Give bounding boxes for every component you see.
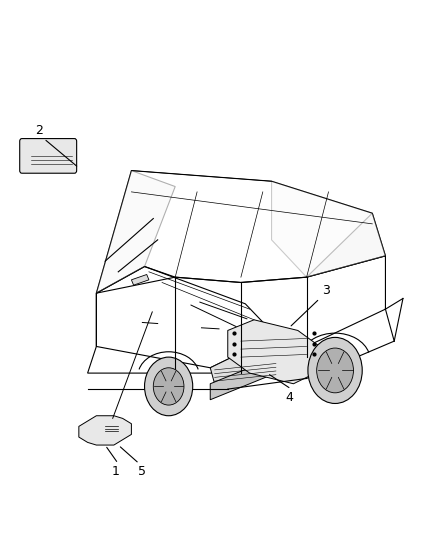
Polygon shape [272,181,385,277]
Circle shape [317,348,353,393]
Polygon shape [210,336,276,384]
Polygon shape [96,171,175,293]
Text: 1: 1 [112,465,120,478]
Polygon shape [228,320,320,384]
FancyBboxPatch shape [20,139,77,173]
Polygon shape [307,213,385,277]
Text: 3: 3 [322,284,330,297]
Polygon shape [131,274,149,285]
Circle shape [308,337,362,403]
Polygon shape [79,416,131,445]
Circle shape [153,368,184,405]
Text: 5: 5 [138,465,146,478]
Polygon shape [210,357,276,400]
Text: 2: 2 [35,124,43,137]
Text: 4: 4 [285,391,293,403]
Circle shape [145,357,193,416]
